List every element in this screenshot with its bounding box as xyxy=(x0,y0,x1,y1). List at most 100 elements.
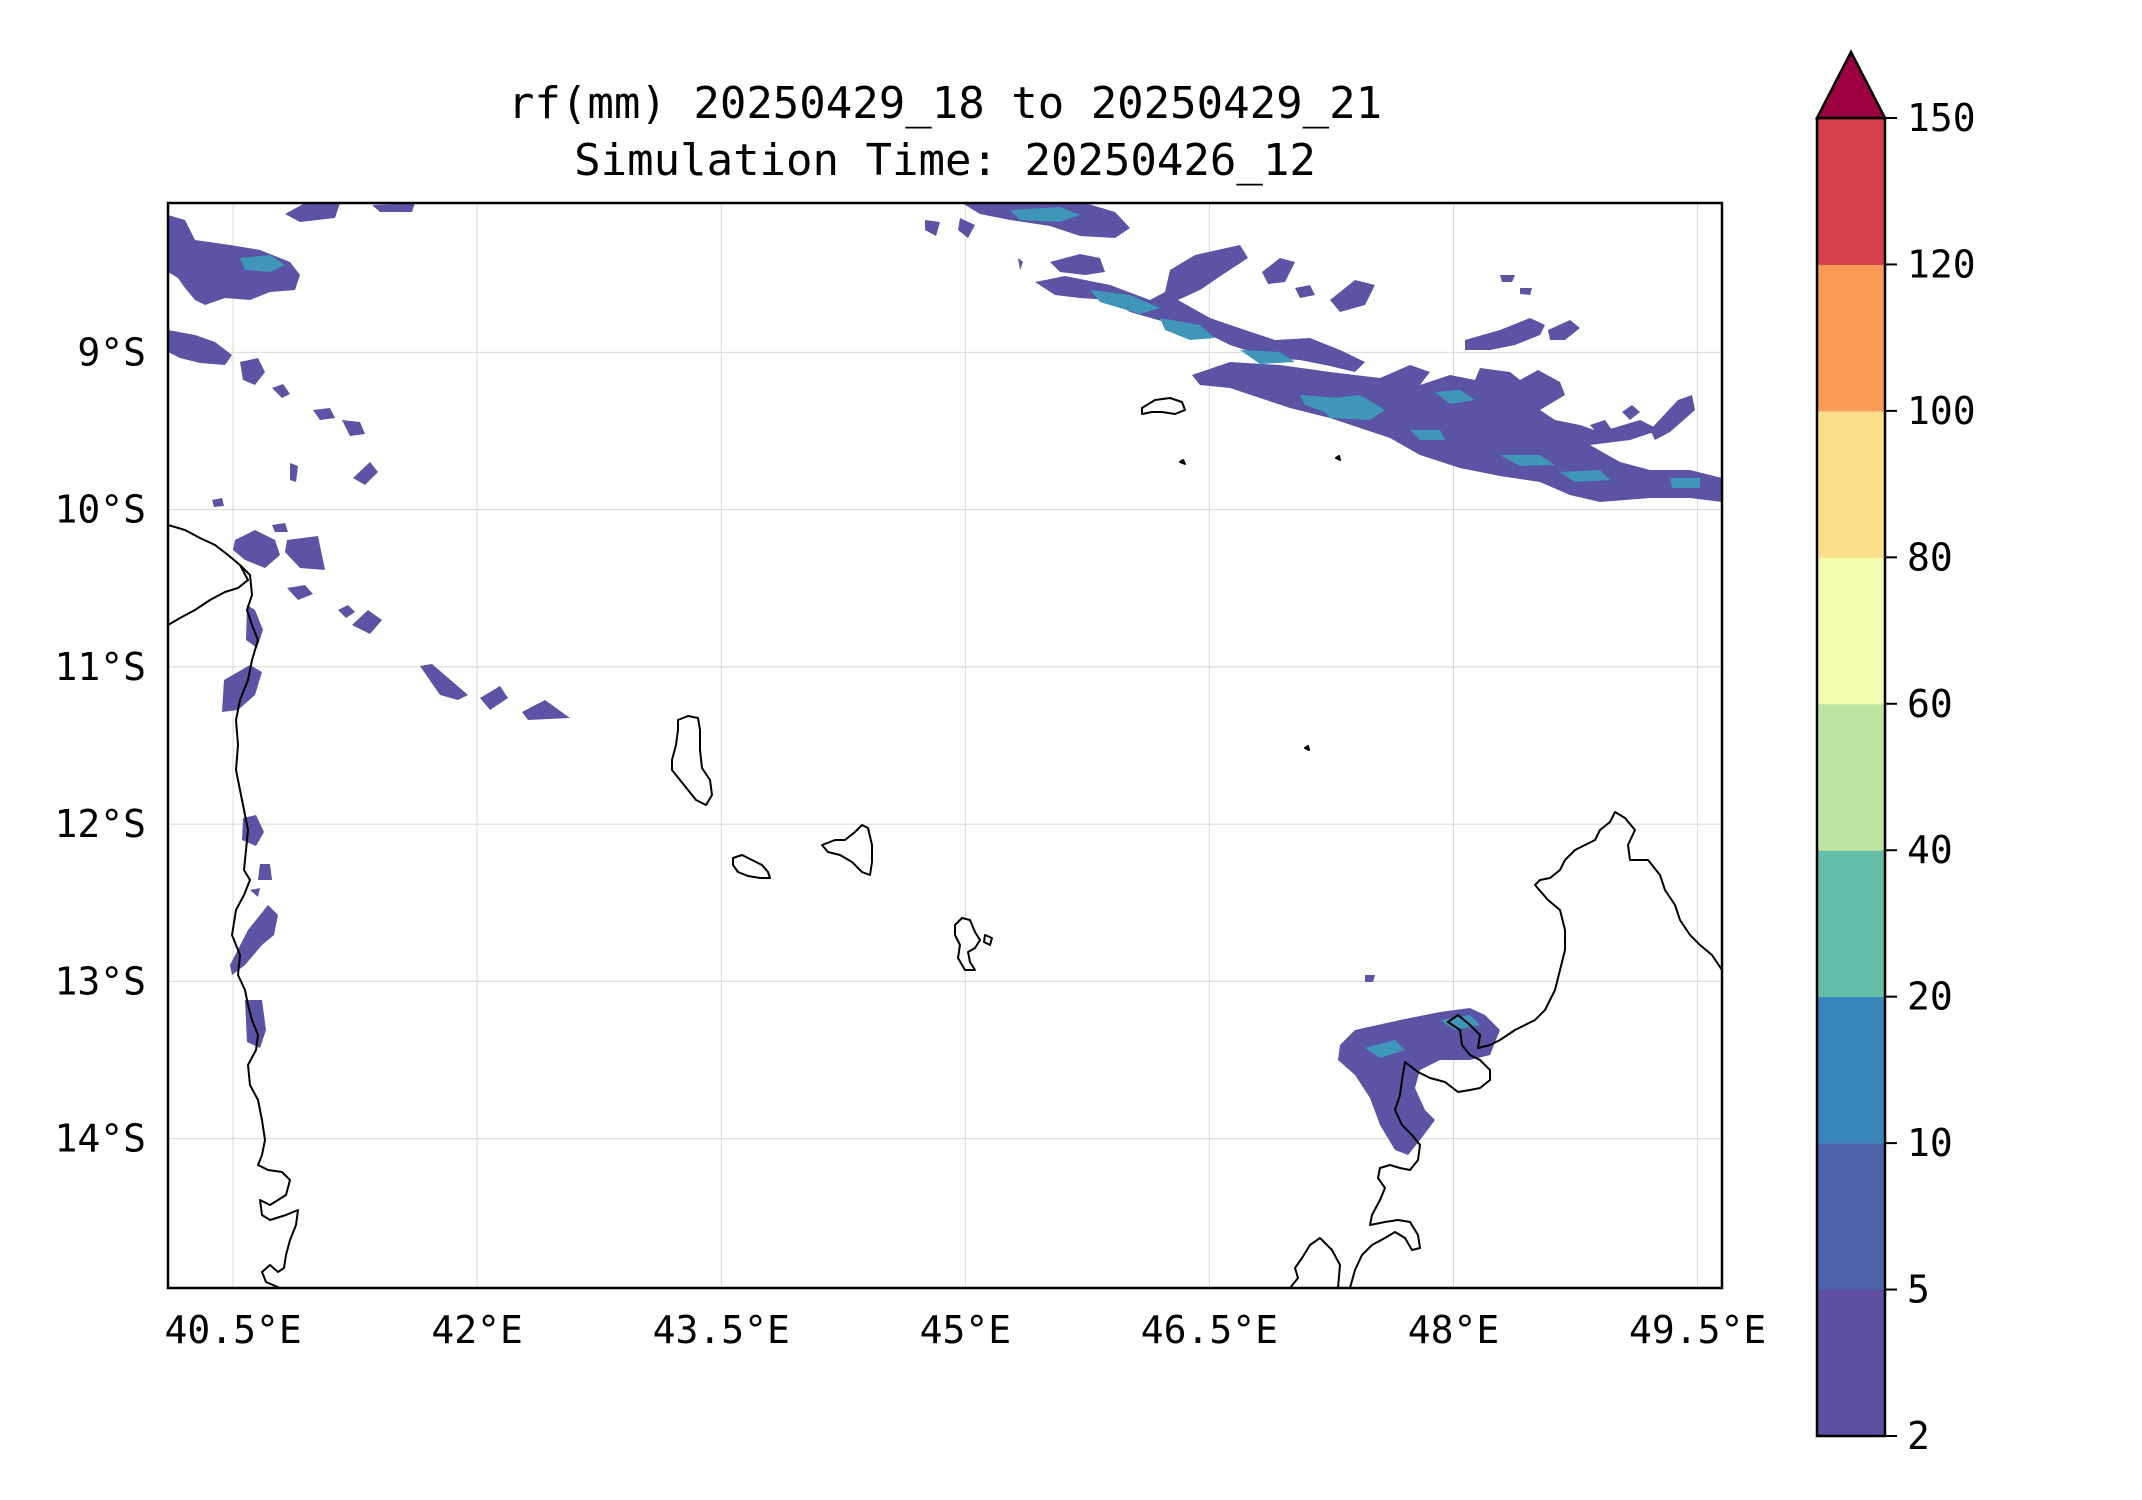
colorbar-segment xyxy=(1817,557,1885,705)
colorbar-tick-label: 10 xyxy=(1907,1121,1953,1165)
rain-patch xyxy=(958,218,975,238)
rain-patch xyxy=(287,585,313,600)
rain-patch xyxy=(352,610,382,634)
lon-tick-label: 48°E xyxy=(1408,1308,1500,1352)
rain-patch xyxy=(285,536,325,570)
rain-patch xyxy=(1018,258,1023,270)
lat-tick-label: 9°S xyxy=(77,330,146,374)
rain-patch xyxy=(1500,275,1515,282)
rain-core xyxy=(1240,350,1295,364)
rain-patch xyxy=(522,700,570,720)
rain-patch xyxy=(1520,288,1532,295)
lon-tick-label: 49.5°E xyxy=(1629,1308,1766,1352)
rain-patch xyxy=(338,605,355,618)
colorbar-tick-label: 20 xyxy=(1907,975,1953,1019)
lon-tick-label: 45°E xyxy=(920,1308,1012,1352)
rain-core xyxy=(1010,207,1080,222)
map-plot-area: 40.5°E 42°E 43.5°E 45°E 46.5°E 48°E 49.5°E 9°S… xyxy=(54,201,1766,1352)
anjouan-island xyxy=(821,824,873,876)
colorbar-segments xyxy=(1817,118,1885,1437)
lat-tick-label: 11°S xyxy=(54,645,146,689)
lat-tick-label: 12°S xyxy=(54,802,146,846)
rain-core xyxy=(1160,318,1215,340)
rain-patch xyxy=(1050,254,1105,275)
rain-core xyxy=(1365,1040,1405,1058)
colorbar-extend-triangle xyxy=(1814,49,1888,120)
madagascar-coastline xyxy=(1289,811,1722,1288)
rain-patch xyxy=(353,462,378,485)
colorbar: 2 5 10 20 40 60 80 100 120 150 xyxy=(1814,49,1976,1458)
lon-tick-label: 46.5°E xyxy=(1141,1308,1278,1352)
lon-tick-label: 42°E xyxy=(431,1308,523,1352)
moheli-island xyxy=(732,854,771,879)
colorbar-frame xyxy=(1815,116,1887,1438)
rain-core xyxy=(1560,470,1610,482)
lat-tick-label: 10°S xyxy=(54,488,146,532)
rain-patch xyxy=(342,420,365,436)
colorbar-segment xyxy=(1817,703,1885,851)
aldabra-island xyxy=(1141,397,1186,415)
colorbar-tick-label: 60 xyxy=(1907,682,1953,726)
colorbar-tick-label: 100 xyxy=(1907,389,1976,433)
rain-patch xyxy=(1035,245,1365,372)
map-features xyxy=(168,203,1722,1288)
mayotte-island xyxy=(954,917,993,971)
colorbar-tick-label: 5 xyxy=(1907,1268,1930,1312)
colorbar-segment xyxy=(1817,1143,1885,1291)
islet xyxy=(1179,459,1186,465)
rain-patch xyxy=(1330,280,1375,312)
colorbar-segment xyxy=(1817,850,1885,998)
rain-patch xyxy=(420,664,468,700)
coastlines xyxy=(168,397,1722,1288)
colorbar-segment xyxy=(1817,410,1885,558)
map-background xyxy=(168,203,1722,1288)
rain-core xyxy=(1315,395,1385,420)
colorbar-tick-label: 120 xyxy=(1907,242,1976,286)
rain-core xyxy=(240,255,285,272)
colorbar-segment xyxy=(1817,264,1885,412)
rain-patch xyxy=(480,686,508,710)
colorbar-tick-label: 40 xyxy=(1907,828,1953,872)
rain-patch xyxy=(240,358,265,385)
lat-tick-label: 13°S xyxy=(54,959,146,1003)
rain-patch xyxy=(230,905,278,975)
title-line-2: Simulation Time: 20250426_12 xyxy=(574,135,1316,186)
rain-patch xyxy=(258,864,272,880)
rain-patch xyxy=(212,498,224,507)
rain-core xyxy=(1435,390,1475,404)
rain-patch xyxy=(1650,395,1695,440)
colorbar-tick-label: 80 xyxy=(1907,535,1953,579)
rain-patch xyxy=(290,463,298,482)
rain-patch xyxy=(272,523,288,532)
colorbar-segment xyxy=(1817,118,1885,265)
rain-patch xyxy=(250,888,260,897)
rain-patch xyxy=(1622,405,1640,420)
latitude-tick-labels: 9°S 10°S 11°S 12°S 13°S 14°S xyxy=(54,330,146,1160)
rain-patch xyxy=(1262,258,1295,284)
rain-core xyxy=(1500,455,1555,466)
islet xyxy=(1335,455,1341,461)
rain-patch xyxy=(246,605,263,648)
rain-patch xyxy=(925,220,940,236)
rainfall-cores xyxy=(240,207,1700,1058)
colorbar-segment xyxy=(1817,996,1885,1144)
rain-patch xyxy=(1295,285,1315,298)
lat-tick-label: 14°S xyxy=(54,1117,146,1161)
colorbar-tick-label: 150 xyxy=(1907,96,1976,140)
rain-patch xyxy=(313,408,335,420)
africa-coastline xyxy=(168,524,299,1288)
rain-core xyxy=(1670,478,1700,488)
rain-patch xyxy=(1365,975,1375,982)
rain-core xyxy=(1410,430,1445,440)
longitude-tick-labels: 40.5°E 42°E 43.5°E 45°E 46.5°E 48°E 49.5°E xyxy=(164,1308,1766,1352)
rain-patch xyxy=(222,665,262,712)
rain-patch xyxy=(1590,420,1612,434)
rain-patch xyxy=(1548,320,1580,340)
rain-patch xyxy=(272,384,290,398)
islet xyxy=(1304,745,1310,751)
rain-patch xyxy=(285,203,340,222)
rain-patch xyxy=(168,330,232,365)
title-line-1: rf(mm) 20250429_18 to 20250429_21 xyxy=(508,78,1382,129)
lon-tick-label: 40.5°E xyxy=(164,1308,301,1352)
